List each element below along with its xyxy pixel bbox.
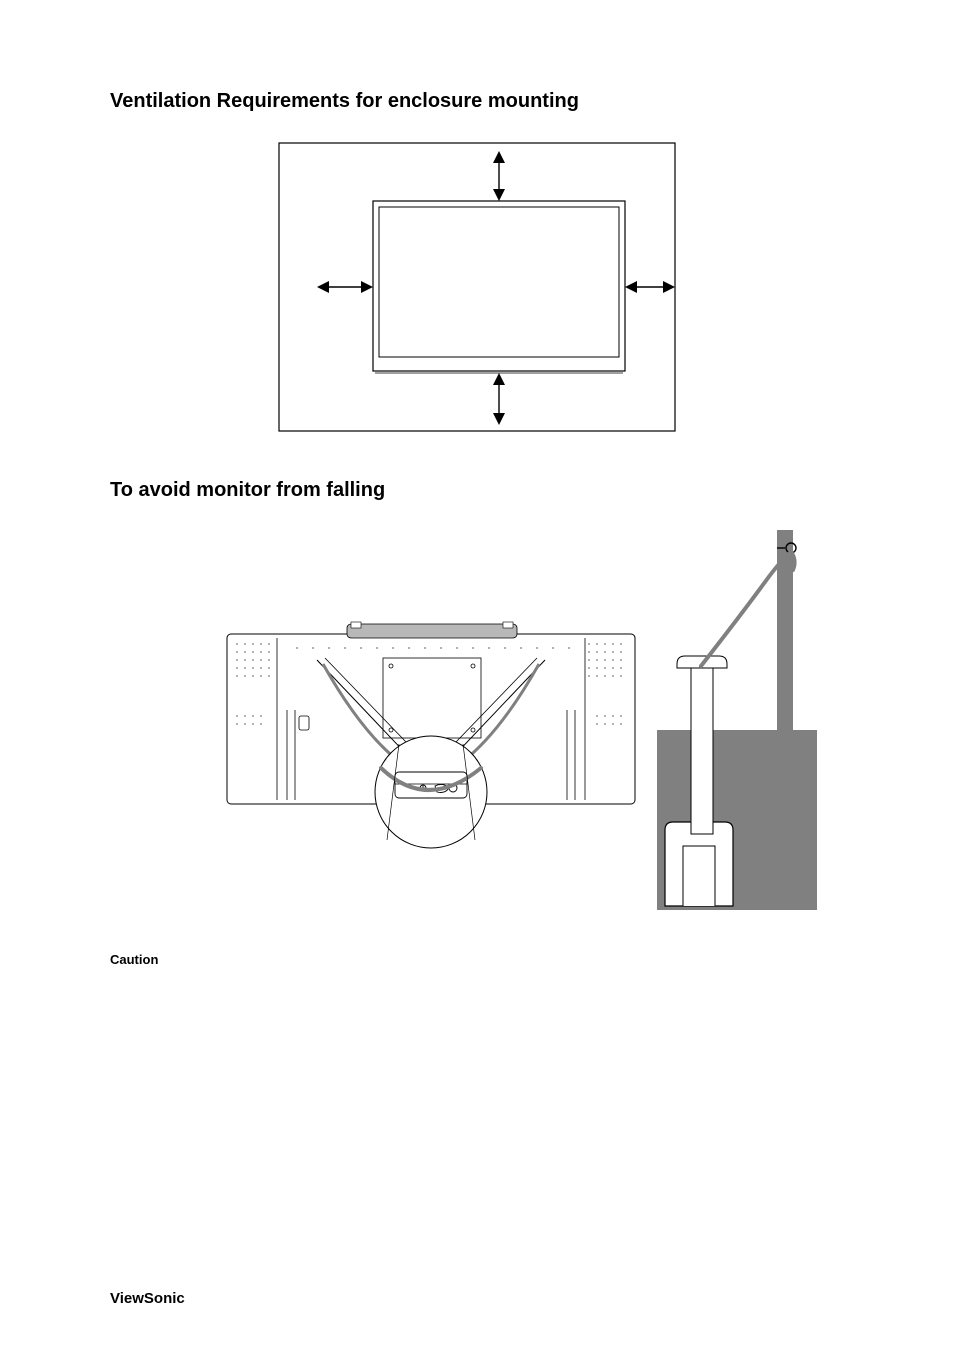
wall-tether-svg (137, 530, 817, 910)
enclosure-clearance-svg (277, 141, 677, 433)
caution-label: Caution (110, 952, 844, 967)
section-heading-ventilation: Ventilation Requirements for enclosure m… (110, 90, 844, 113)
figure-wall-tether (110, 530, 844, 910)
section-heading-falling: To avoid monitor from falling (110, 479, 844, 502)
footer-brand: ViewSonic (110, 1290, 185, 1307)
figure-enclosure-clearance (110, 141, 844, 433)
